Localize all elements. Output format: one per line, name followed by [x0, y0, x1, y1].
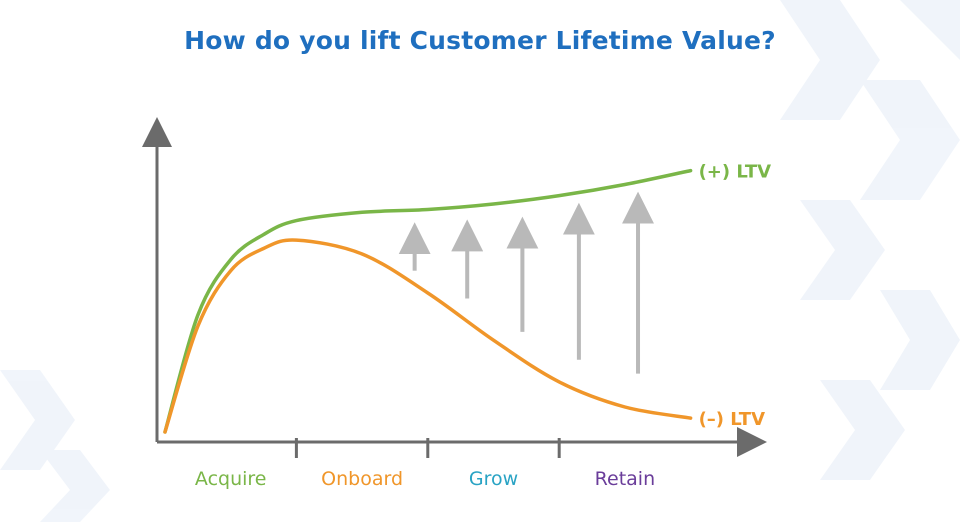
positive-ltv-curve — [163, 168, 693, 434]
stage-label-acquire: Acquire — [195, 468, 267, 490]
stage-label-retain: Retain — [595, 468, 655, 490]
negative-ltv-label: (–) LTV — [699, 409, 765, 430]
page-title: How do you lift Customer Lifetime Value? — [184, 26, 776, 55]
positive-ltv-label: (+) LTV — [699, 162, 772, 183]
negative-ltv-curve — [163, 238, 693, 434]
stage-label-grow: Grow — [469, 468, 518, 490]
stage-label-onboard: Onboard — [321, 468, 403, 490]
